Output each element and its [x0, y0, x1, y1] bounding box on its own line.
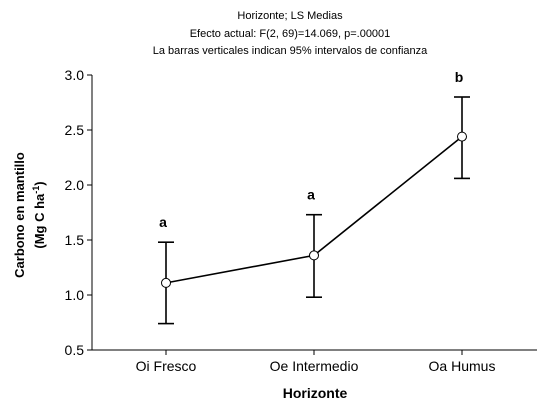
- y-axis-label-line-1: Carbono en mantillo: [12, 152, 27, 278]
- y-tick-label: 2.5: [65, 122, 85, 138]
- y-tick-label: 2.0: [65, 177, 85, 193]
- data-point: [161, 277, 171, 288]
- y-tick-label: 1.0: [65, 287, 85, 303]
- data-point: [309, 250, 319, 261]
- y-axis-label: Carbono en mantillo (Mg C ha-1): [12, 152, 47, 278]
- y-axis-label-prefix: (Mg C ha: [32, 193, 47, 249]
- error-bars: [158, 96, 470, 325]
- chart-title-line-3: La barras verticales indican 95% interva…: [153, 45, 428, 57]
- x-tick-label: Oe Intermedio: [270, 358, 359, 374]
- group-letter: b: [455, 69, 464, 85]
- y-tick-labels: 0.5 1.0 1.5 2.0 2.5 3.0: [65, 67, 85, 358]
- y-tick-label: 3.0: [65, 67, 85, 83]
- y-axis-label-suffix: ): [32, 181, 47, 185]
- x-tick-label: Oi Fresco: [136, 358, 197, 374]
- y-axis-label-line-2: (Mg C ha-1): [31, 181, 47, 248]
- y-axis-label-superscript: -1: [31, 186, 41, 194]
- x-tick-labels: Oi Fresco Oe Intermedio Oa Humus: [136, 358, 496, 374]
- data-points: [161, 131, 467, 288]
- y-tick-label: 1.5: [65, 232, 85, 248]
- data-point: [457, 131, 467, 142]
- group-letters: a a b: [159, 69, 463, 230]
- axes: [87, 74, 537, 355]
- group-letter: a: [159, 214, 167, 230]
- y-tick-label: 0.5: [65, 342, 85, 358]
- x-axis-label: Horizonte: [283, 385, 348, 401]
- x-tick-label: Oa Humus: [429, 358, 496, 374]
- chart-title-line-1: Horizonte; LS Medias: [237, 10, 343, 22]
- chart-title-line-2: Efecto actual: F(2, 69)=14.069, p=.00001: [190, 28, 391, 40]
- group-letter: a: [307, 187, 315, 203]
